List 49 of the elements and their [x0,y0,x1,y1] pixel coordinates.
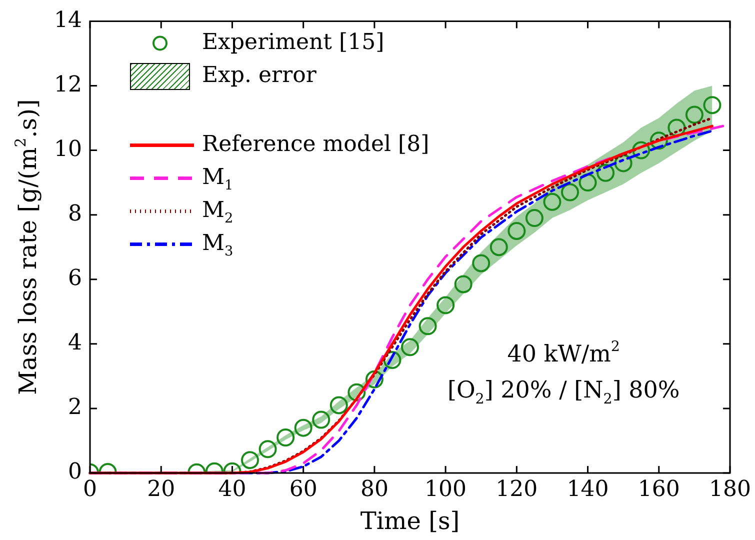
x-tick-label: 40 [218,476,246,502]
point [365,370,384,388]
point [276,428,295,446]
point [508,222,526,240]
point [241,451,259,470]
point [668,118,686,137]
y-axis-title: Mass loss rate [g/(m2.s)] [11,99,42,396]
point [383,351,402,370]
x-tick-label: 80 [360,476,388,502]
y-tick-label: 12 [54,72,82,98]
x-tick-label: 60 [289,476,318,502]
legend-label: Experiment [15] [202,30,384,55]
point [561,183,579,202]
point [348,383,366,402]
y-tick-label: 6 [68,266,82,292]
point [578,174,597,192]
point [632,141,650,160]
point [685,106,704,124]
y-tick-label: 10 [54,137,82,162]
x-tick-label: 120 [496,476,538,502]
point [454,275,472,294]
x-tick-label: 140 [566,476,609,502]
y-tick-label: 2 [68,395,82,420]
x-tick-label: 160 [638,476,680,502]
y-tick-label: 0 [68,460,82,485]
point [543,192,562,211]
point [472,254,490,272]
x-axis-title: Time [s] [360,507,460,536]
point [330,396,348,414]
y-tick-label: 14 [54,8,82,33]
x-tick-label: 180 [709,476,751,502]
point [490,238,508,256]
point [525,209,544,228]
point [401,338,419,356]
x-tick-label: 20 [147,476,176,502]
point [436,296,455,314]
y-tick-label: 8 [68,202,82,227]
point [650,132,668,150]
legend-label: Reference model [8] [202,132,430,157]
point [596,164,615,182]
point [614,154,632,172]
point [258,440,277,458]
x-tick-label: 100 [424,476,467,502]
point [418,317,437,336]
point [312,410,330,429]
annotation: Exp. error [202,62,317,88]
y-tick-label: 4 [68,330,82,356]
point [294,418,312,437]
point [703,96,722,114]
